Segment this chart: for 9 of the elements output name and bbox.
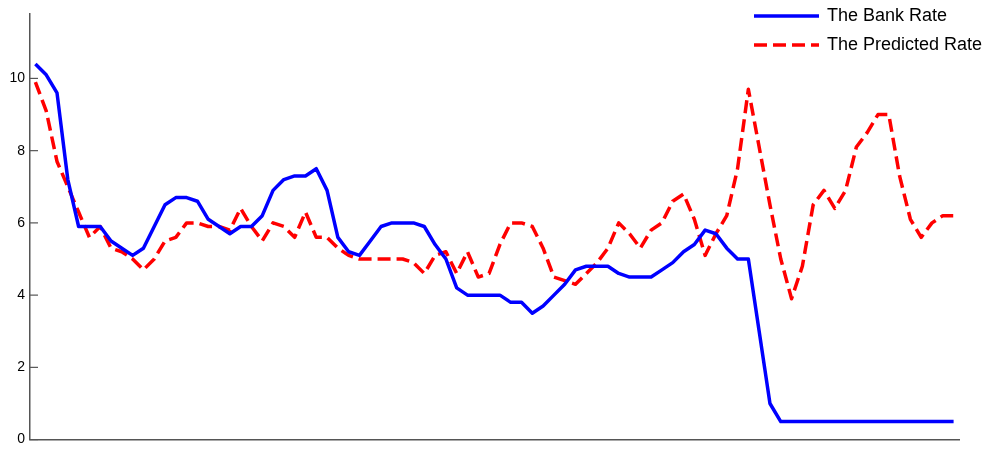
y-tick-label: 6 bbox=[17, 213, 26, 230]
y-tick-label: 2 bbox=[17, 358, 26, 375]
y-tick-label: 10 bbox=[9, 69, 26, 86]
line-series bbox=[33, 80, 956, 301]
legend-label: The Bank Rate bbox=[826, 5, 947, 26]
y-tick-label: 8 bbox=[17, 141, 26, 158]
y-tick-label: 4 bbox=[17, 285, 26, 302]
legend-label: The Predicted Rate bbox=[826, 34, 982, 55]
y-tick-label: 0 bbox=[17, 430, 26, 447]
